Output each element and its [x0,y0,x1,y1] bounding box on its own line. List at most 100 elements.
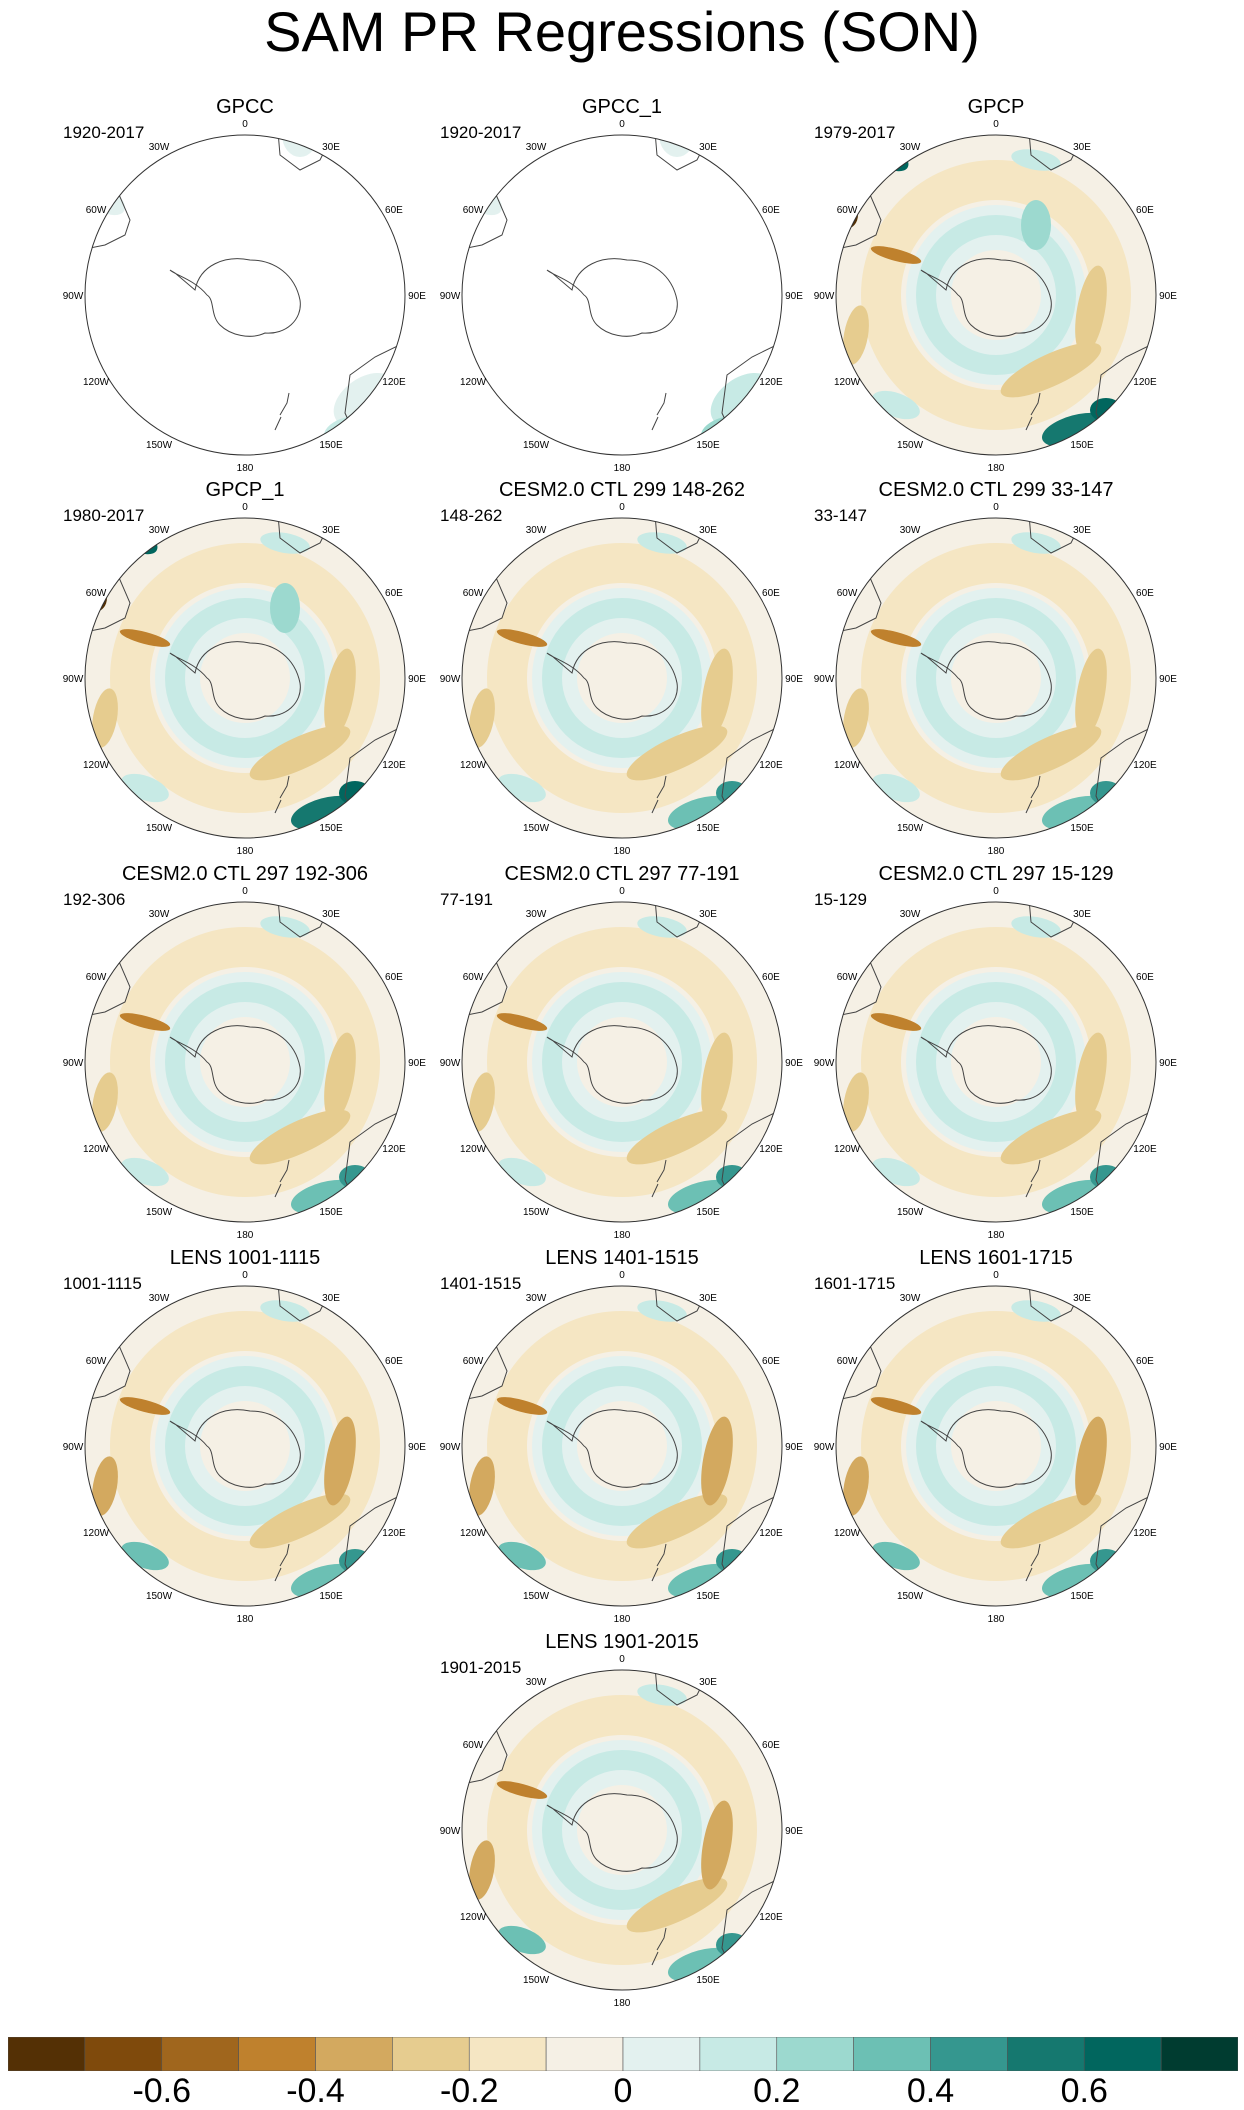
colorbar-swatch [84,2037,163,2071]
longitude-label: 30E [699,1293,717,1304]
longitude-label: 60E [1136,588,1154,599]
longitude-label: 120W [834,1528,861,1539]
longitude-label: 90E [785,291,803,302]
longitude-label: 150W [523,1207,550,1218]
precip-anomaly-patch [339,1549,371,1573]
precip-anomaly-patch [1021,200,1051,250]
longitude-label: 90E [785,1442,803,1453]
map-panel: GPCC_1 0 30E 60E 90E 120E 150E 180 150W 120W 90W 60… [432,95,812,475]
longitude-label: 150E [1070,1207,1094,1218]
polar-stereographic-map: 0 30E 60E 90E 120E 150E 180 150W 120W 90W 60W 30W [63,119,427,474]
longitude-label: 30E [322,525,340,536]
longitude-label: 90W [814,1058,835,1069]
new-zealand-coastline [651,775,667,814]
longitude-label: 150E [1070,440,1094,451]
longitude-label: 60W [463,1356,484,1367]
longitude-label: 60W [463,1740,484,1751]
panel-period: 1920-2017 [440,123,522,142]
polar-stereographic-map: 0 30E 60E 90E 120E 150E 180 150W 120W 90W 60W 30W [440,1654,804,2009]
longitude-label: 60E [762,1740,780,1751]
longitude-label: 120E [382,1528,406,1539]
longitude-label: 30W [149,142,170,153]
colorbar-swatch [776,2037,854,2071]
panel-title: CESM2.0 CTL 297 77-191 [504,863,740,885]
precip-anomaly-patch [1090,781,1122,805]
panel-title: LENS 1401-1515 [545,1247,699,1269]
longitude-label: 90W [814,291,835,302]
longitude-label: 60W [837,972,858,983]
panel-period: 33-147 [814,506,867,525]
panel-period: 15-129 [814,890,867,909]
precip-anomaly-patch [1090,398,1122,422]
panel-period: 1979-2017 [814,123,896,142]
colorbar-swatch [699,2037,778,2071]
precip-anomaly-patch [260,916,310,938]
precip-anomaly-patch [496,1013,548,1031]
longitude-label: 120E [759,1528,783,1539]
colorbar-tick-label: 0.2 [753,2072,801,2110]
polar-stereographic-map: 0 30E 60E 90E 120E 150E 180 150W 120W 90W 60W 30W [814,502,1178,857]
longitude-label: 120W [460,1912,487,1923]
longitude-label: 120W [834,1144,861,1155]
antarctica-coastline [920,641,1052,720]
longitude-label: 120E [759,1144,783,1155]
longitude-label: 30E [1073,909,1091,920]
longitude-label: 30E [322,1293,340,1304]
longitude-label: 90E [1159,1058,1177,1069]
map-border [461,1669,783,1991]
precip-anomaly-patch [249,725,351,781]
longitude-label: 60W [463,972,484,983]
longitude-label: 90E [408,291,426,302]
precip-anomaly-patch [469,1072,495,1132]
longitude-label: 180 [988,1614,1005,1625]
longitude-label: 30W [149,909,170,920]
longitude-label: 120E [382,1144,406,1155]
longitude-label: 0 [993,119,999,130]
longitude-label: 30W [526,1293,547,1304]
antarctica-coastline [920,1025,1052,1104]
map-border [835,517,1157,839]
longitude-label: 0 [993,1270,999,1281]
longitude-label: 60E [762,1356,780,1367]
polar-stereographic-map: 0 30E 60E 90E 120E 150E 180 150W 120W 90W 60W 30W [440,502,804,857]
colorbar [8,2037,1238,2071]
longitude-label: 30E [322,142,340,153]
antarctica-coastline [169,1025,301,1104]
new-zealand-coastline [651,392,667,431]
precip-anomaly-patch [843,305,869,365]
longitude-label: 150E [1070,823,1094,834]
precip-anomaly-patch [496,1781,548,1799]
longitude-label: 180 [614,463,631,474]
panel-period: 192-306 [63,890,126,909]
precip-anomaly-patch [701,1800,733,1890]
longitude-label: 60E [762,205,780,216]
longitude-label: 180 [988,463,1005,474]
panel-title: GPCC_1 [581,96,663,118]
map-border [835,134,1157,456]
precip-anomaly-patch [843,688,869,748]
longitude-label: 90E [785,1826,803,1837]
longitude-label: 30W [900,1293,921,1304]
precip-anomaly-patch [260,1300,310,1322]
precip-anomaly-patch [716,1165,748,1189]
longitude-label: 120E [759,377,783,388]
longitude-label: 90W [440,1058,461,1069]
panel-title: CESM2.0 CTL 299 33-147 [878,479,1114,501]
longitude-label: 0 [993,502,999,513]
longitude-label: 90W [63,291,84,302]
map-panel: CESM2.0 CTL 297 192-306 0 30E 60E 90E 120E 150… [55,862,435,1242]
longitude-label: 60E [385,1356,403,1367]
longitude-label: 90W [440,1826,461,1837]
longitude-label: 120W [83,1144,110,1155]
panel-period: 1401-1515 [440,1274,522,1293]
longitude-label: 60E [1136,972,1154,983]
longitude-label: 150W [146,1207,173,1218]
colorbar-tick-label: 0.6 [1060,2072,1108,2110]
longitude-label: 0 [619,1654,625,1665]
precip-anomaly-patch [870,1013,922,1031]
longitude-label: 120W [834,377,861,388]
longitude-label: 90W [440,291,461,302]
longitude-label: 180 [237,846,254,857]
new-zealand-coastline [274,1543,290,1582]
colorbar-swatch [622,2037,701,2071]
